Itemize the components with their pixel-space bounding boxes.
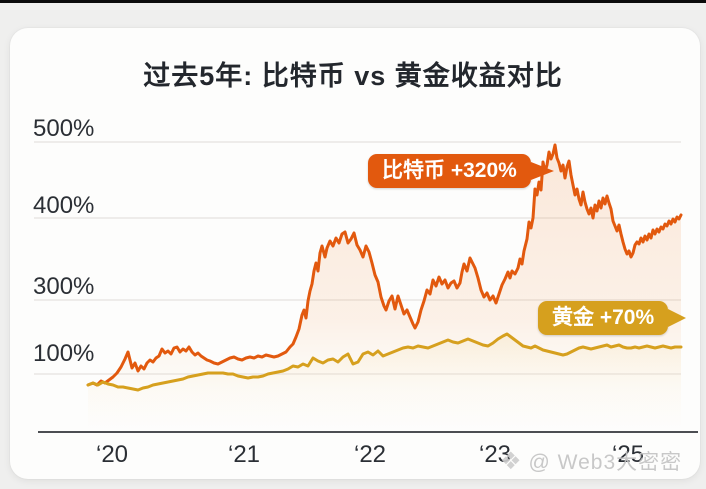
btc-callout-badge: 比特币 +320%: [368, 154, 554, 188]
watermark-diamond-icon: ❖: [500, 447, 523, 475]
y-tick-label: 500%: [33, 115, 95, 142]
x-tick-label: ‘21: [227, 441, 261, 468]
gold-series-area: [88, 334, 681, 429]
watermark-text: @ Web3大密密: [528, 451, 683, 474]
gold-callout-badge: 黄金 +70%: [538, 301, 687, 335]
gold-callout-tail: [668, 309, 687, 327]
x-tick-label: ‘22: [353, 441, 387, 468]
y-tick-label: 400%: [33, 192, 95, 219]
y-tick-label: 100%: [33, 340, 95, 367]
x-tick-label: ‘25: [611, 441, 645, 468]
x-tick-label: ‘23: [478, 441, 512, 468]
btc-series-line: [86, 143, 683, 387]
gold-series-line: [86, 332, 683, 392]
btc-callout-tail: [530, 162, 554, 180]
y-tick-label: 300%: [33, 273, 95, 300]
btc-callout-label: 比特币 +320%: [382, 159, 517, 182]
watermark: ❖ @ Web3大密密: [500, 446, 682, 476]
gold-callout-label: 黄金 +70%: [552, 306, 655, 329]
chart-title: 过去5年: 比特币 vs 黄金收益对比: [143, 61, 563, 91]
x-tick-label: ‘20: [95, 441, 129, 468]
top-black-strip: [0, 0, 706, 3]
